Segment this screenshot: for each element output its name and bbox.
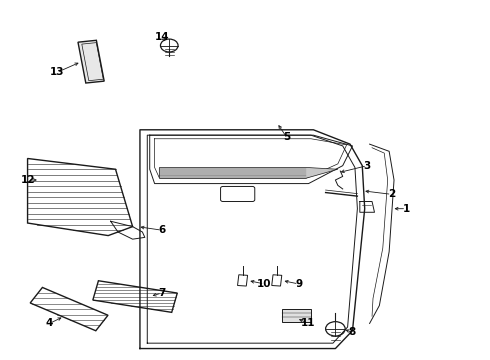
- Polygon shape: [78, 40, 104, 83]
- Bar: [282, 309, 311, 321]
- Text: 3: 3: [364, 161, 371, 171]
- Text: 9: 9: [295, 279, 302, 289]
- Text: 12: 12: [20, 175, 35, 185]
- Text: 6: 6: [158, 225, 166, 235]
- Text: 5: 5: [283, 132, 290, 142]
- Text: 8: 8: [349, 327, 356, 337]
- Text: 11: 11: [301, 319, 316, 328]
- Text: 7: 7: [158, 288, 166, 298]
- Text: 1: 1: [403, 204, 410, 214]
- Text: 2: 2: [388, 189, 395, 199]
- Text: 4: 4: [46, 319, 53, 328]
- Text: 10: 10: [257, 279, 272, 289]
- Polygon shape: [159, 167, 338, 178]
- Text: 14: 14: [155, 32, 169, 41]
- Text: 13: 13: [49, 67, 64, 77]
